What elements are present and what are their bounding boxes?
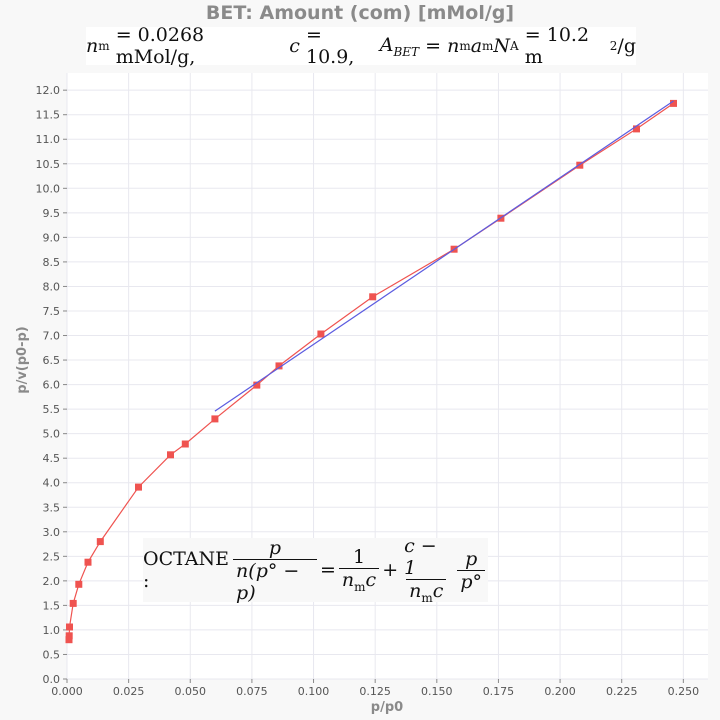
data-point <box>84 558 92 566</box>
data-point <box>576 161 584 169</box>
y-tick-label: 0.5 <box>43 648 61 661</box>
data-point <box>253 381 261 389</box>
x-tick-label: 0.100 <box>298 685 330 698</box>
x-tick-label: 0.050 <box>175 685 207 698</box>
abet-unit-tail: /g <box>617 35 636 57</box>
y-tick-label: 3.0 <box>43 526 61 539</box>
y-tick-label: 10.5 <box>36 158 61 171</box>
chart-title: BET: Amount (com) [mMol/g] <box>205 2 515 24</box>
y-tick-label: 2.0 <box>43 575 61 588</box>
term3-denominator: p° <box>457 569 485 593</box>
data-point <box>66 623 73 631</box>
x-tick-label: 0.025 <box>113 685 145 698</box>
y-tick-label: 6.5 <box>43 354 61 367</box>
x-tick-label: 0.000 <box>51 685 83 698</box>
nm-value: = 0.0268 mMol/g, <box>115 24 205 68</box>
y-tick-label: 2.5 <box>43 550 61 563</box>
data-point <box>65 636 73 644</box>
y-tick-label: 7.5 <box>43 305 61 318</box>
bet-fit-line <box>214 100 674 412</box>
data-point <box>369 293 377 301</box>
x-tick-label: 0.250 <box>668 685 700 698</box>
plus-sign: + <box>382 559 399 581</box>
y-tick-label: 7.0 <box>43 330 61 343</box>
data-point <box>96 538 104 546</box>
y-tick-label: 4.5 <box>43 452 61 465</box>
term3-numerator: p <box>465 547 478 570</box>
x-tick-label: 0.125 <box>359 685 391 698</box>
series-group <box>65 99 677 644</box>
data-point <box>167 451 174 459</box>
equation-lhs: p n(p° − p) <box>233 537 317 604</box>
data-point <box>633 125 640 133</box>
y-tick-label: 5.0 <box>43 428 61 441</box>
grid <box>66 73 708 680</box>
equation-term3: p p° <box>457 548 485 593</box>
lhs-denominator: n(p° − p) <box>233 558 317 604</box>
data-point <box>211 415 219 423</box>
y-tick-label: 12.0 <box>36 84 61 97</box>
abet-value: = 10.2 m <box>524 24 590 68</box>
x-tick-label: 0.225 <box>606 685 638 698</box>
equals-sign: = <box>319 559 336 581</box>
term2-den-wrap: nmc <box>406 579 447 605</box>
y-tick-label: 8.0 <box>43 280 61 293</box>
y-tick-label: 4.0 <box>43 477 61 490</box>
term1-numerator: 1 <box>353 546 366 569</box>
y-tick-label: 10.0 <box>36 182 61 195</box>
term2-numerator: c − 1 <box>404 535 437 580</box>
y-tick-label: 5.5 <box>43 403 61 416</box>
bet-equation: OCTANE : p n(p° − p) = 1 nmc + c − 1 nmc… <box>143 535 488 605</box>
y-axis-ticks: 0.0 0.5 1.0 1.5 2.0 2.5 3.0 3.5 4.0 4.5 5.0 5.5 6.0 6… <box>36 84 67 686</box>
equation-term1: 1 nmc <box>338 546 380 594</box>
x-tick-label: 0.200 <box>544 685 576 698</box>
x-tick-label: 0.175 <box>483 685 515 698</box>
y-tick-label: 11.5 <box>36 109 61 122</box>
data-point <box>670 99 677 107</box>
data-point <box>317 330 325 338</box>
term2-denominator: n <box>409 580 422 603</box>
y-axis-title: p/v(p0-p) <box>15 326 30 393</box>
data-point <box>75 580 83 588</box>
x-axis-ticks: 0.000 0.025 0.050 0.075 0.100 0.125 0.150 0.175… <box>51 679 699 698</box>
c-value: = 10.9, <box>306 24 355 68</box>
data-point <box>135 483 142 491</box>
x-tick-label: 0.150 <box>421 685 453 698</box>
equation-label: OCTANE : <box>143 548 229 592</box>
y-tick-label: 3.5 <box>43 501 61 514</box>
y-tick-label: 1.0 <box>43 624 61 637</box>
data-point <box>65 632 73 640</box>
y-tick-label: 1.5 <box>43 599 61 612</box>
y-tick-label: 9.5 <box>43 207 61 220</box>
y-tick-label: 9.0 <box>43 231 61 244</box>
term1-denominator: n <box>341 569 355 592</box>
data-point <box>181 440 189 448</box>
y-tick-label: 6.0 <box>43 379 61 392</box>
equation-term2: c − 1 nmc <box>401 535 451 605</box>
y-tick-label: 8.5 <box>43 256 61 269</box>
y-tick-label: 11.0 <box>36 133 61 146</box>
data-point <box>275 362 283 370</box>
data-point <box>69 599 77 607</box>
y-tick-label: 0.0 <box>43 673 61 686</box>
term1-den-wrap: nmc <box>338 568 380 594</box>
x-tick-label: 0.075 <box>236 685 268 698</box>
lhs-numerator: p <box>268 536 282 559</box>
x-axis-title: p/p0 <box>371 700 403 715</box>
